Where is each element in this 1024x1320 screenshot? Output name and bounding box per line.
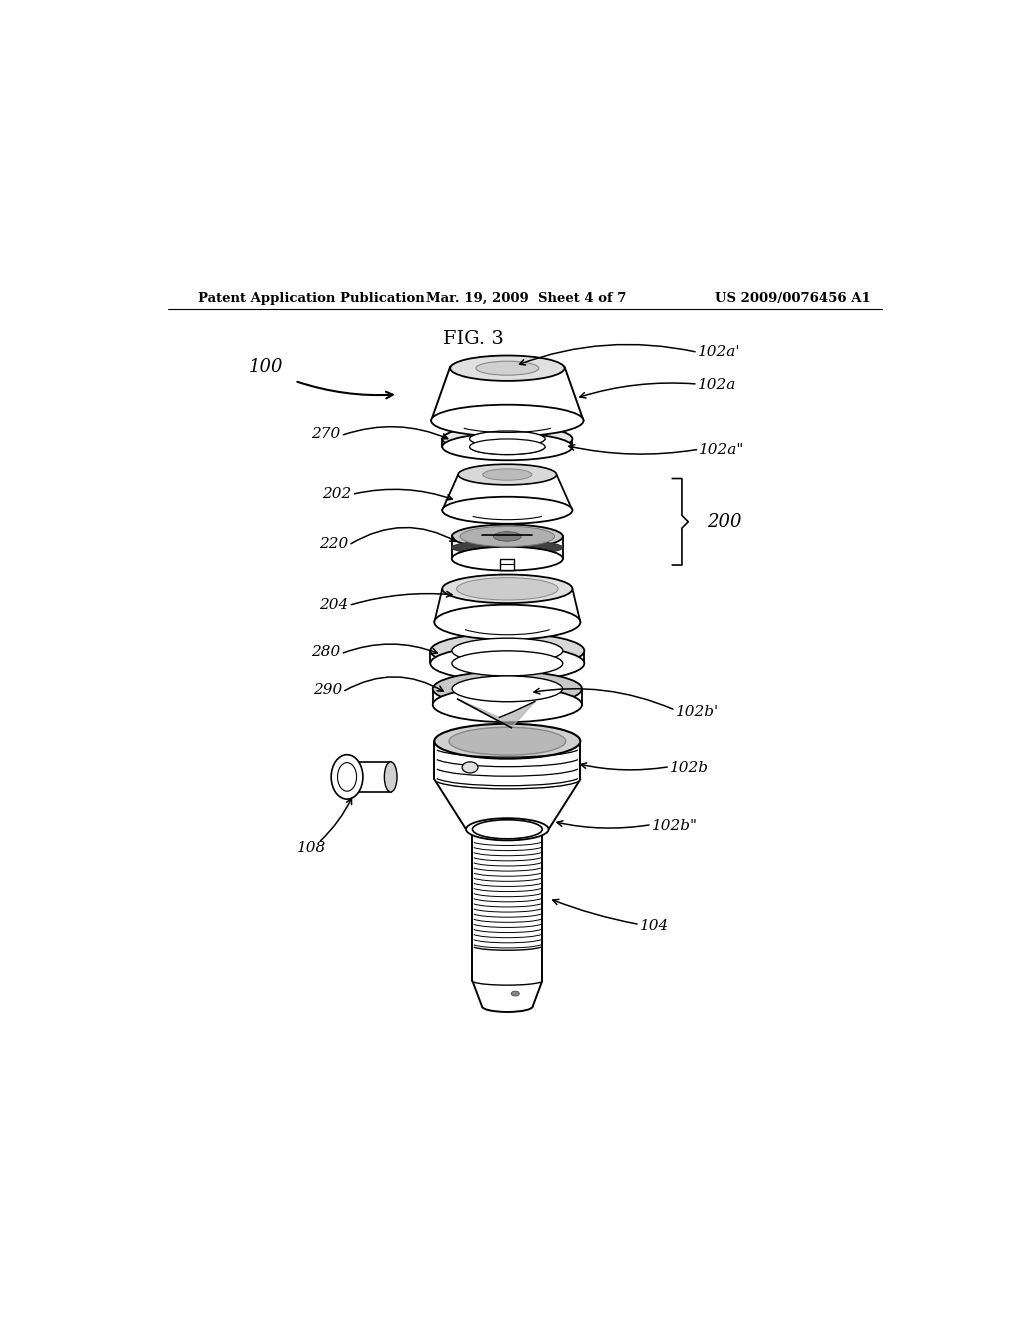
Ellipse shape	[494, 532, 521, 541]
Ellipse shape	[476, 362, 539, 375]
Ellipse shape	[331, 755, 362, 799]
Ellipse shape	[433, 688, 582, 722]
Text: 270: 270	[311, 428, 341, 441]
Ellipse shape	[451, 355, 564, 381]
Ellipse shape	[470, 440, 545, 454]
Text: 108: 108	[297, 841, 327, 854]
Ellipse shape	[452, 546, 563, 570]
Text: 100: 100	[249, 358, 283, 376]
Ellipse shape	[449, 727, 565, 755]
Text: 290: 290	[313, 684, 342, 697]
Text: 204: 204	[319, 598, 348, 611]
Ellipse shape	[384, 762, 397, 792]
Ellipse shape	[433, 672, 582, 706]
FancyBboxPatch shape	[500, 558, 514, 570]
Text: US 2009/0076456 A1: US 2009/0076456 A1	[715, 292, 871, 305]
Bar	[359, 762, 391, 792]
Ellipse shape	[452, 638, 563, 663]
Ellipse shape	[482, 469, 531, 480]
Text: Mar. 19, 2009  Sheet 4 of 7: Mar. 19, 2009 Sheet 4 of 7	[426, 292, 626, 305]
Text: 102b': 102b'	[676, 705, 719, 719]
Ellipse shape	[452, 524, 563, 548]
Ellipse shape	[430, 634, 585, 668]
Ellipse shape	[442, 574, 572, 603]
Text: 200: 200	[708, 512, 741, 531]
Text: 202: 202	[323, 487, 352, 500]
Text: 102b: 102b	[670, 762, 709, 775]
Ellipse shape	[458, 465, 557, 484]
Ellipse shape	[434, 723, 581, 759]
Ellipse shape	[452, 540, 563, 554]
Ellipse shape	[430, 645, 585, 681]
Ellipse shape	[472, 820, 543, 838]
Text: 102a": 102a"	[699, 444, 744, 457]
Text: 280: 280	[311, 645, 341, 659]
Ellipse shape	[511, 991, 519, 997]
Text: 220: 220	[319, 537, 348, 550]
Text: 102a': 102a'	[697, 346, 740, 359]
Ellipse shape	[442, 433, 572, 461]
Ellipse shape	[452, 651, 563, 676]
Ellipse shape	[442, 425, 572, 453]
Ellipse shape	[462, 762, 478, 774]
Ellipse shape	[442, 496, 572, 524]
Text: Patent Application Publication: Patent Application Publication	[198, 292, 425, 305]
Ellipse shape	[431, 405, 584, 437]
Ellipse shape	[457, 578, 558, 601]
Polygon shape	[458, 700, 535, 727]
Ellipse shape	[453, 676, 562, 702]
Text: FIG. 3: FIG. 3	[442, 330, 504, 348]
Ellipse shape	[466, 818, 549, 841]
Ellipse shape	[338, 763, 356, 791]
Ellipse shape	[460, 527, 555, 546]
Text: 102a: 102a	[697, 378, 736, 392]
Text: 102b": 102b"	[652, 820, 697, 833]
Ellipse shape	[470, 432, 545, 446]
Text: 104: 104	[640, 919, 669, 933]
Ellipse shape	[434, 605, 581, 640]
